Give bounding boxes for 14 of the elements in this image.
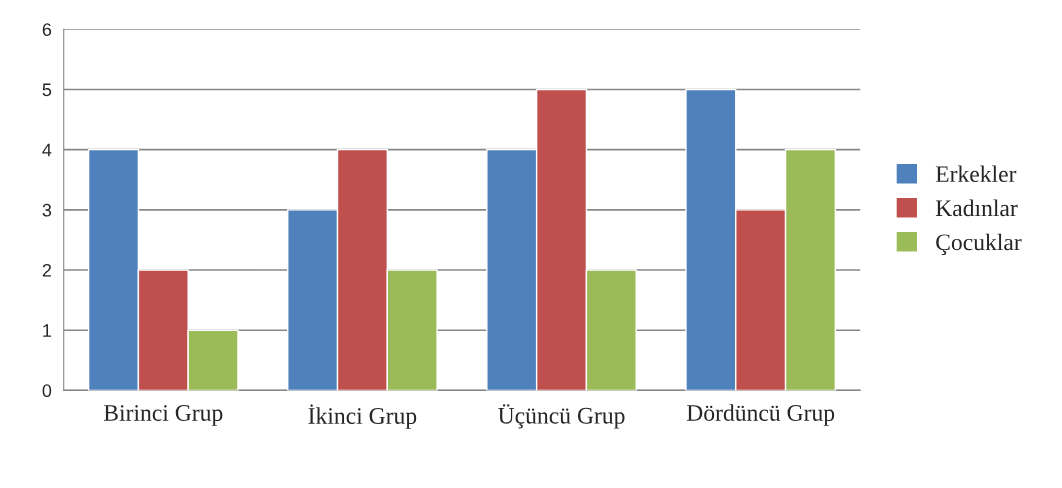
x-tick-label: İkinci Grup bbox=[308, 404, 417, 429]
x-tick-label: Üçüncü Grup bbox=[498, 404, 625, 429]
legend-label: Erkekler bbox=[935, 165, 1017, 183]
y-tick-label: 0 bbox=[42, 384, 52, 398]
y-tick-label: 6 bbox=[42, 23, 52, 36]
x-tick-label: Birinci Grup bbox=[103, 405, 223, 426]
legend-label: Çocuklar bbox=[936, 233, 1022, 256]
y-tick-label: 2 bbox=[42, 263, 52, 277]
y-tick-label: 1 bbox=[43, 324, 52, 337]
x-tick-label: Dördüncü Grup bbox=[686, 404, 835, 426]
y-tick-label: 4 bbox=[42, 143, 52, 157]
y-tick-label: 3 bbox=[42, 203, 52, 217]
y-tick-label: 5 bbox=[42, 83, 52, 97]
legend-label: Kadınlar bbox=[935, 199, 1018, 217]
